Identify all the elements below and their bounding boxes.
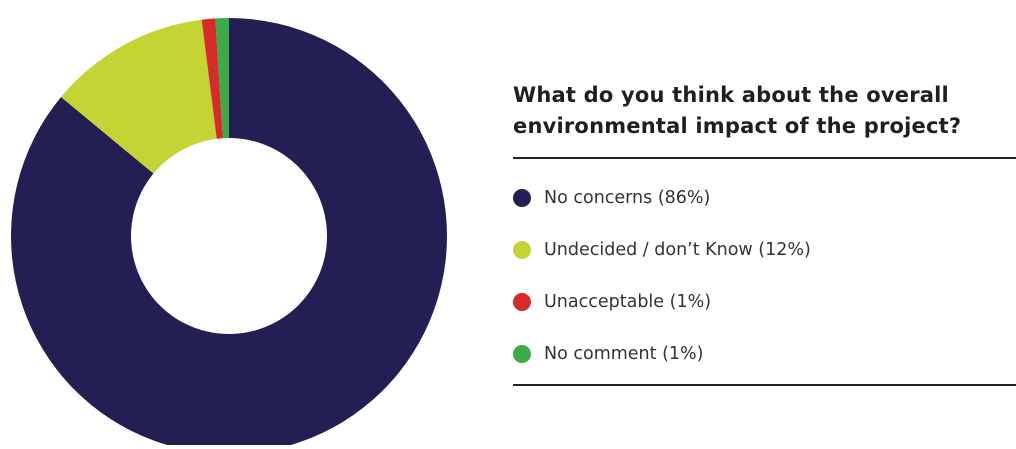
legend-swatch-no-concerns <box>513 189 531 207</box>
legend-item-no-concerns: No concerns (86%) <box>513 172 993 224</box>
legend-label: No concerns (86%) <box>544 188 711 208</box>
legend-label: Unacceptable (1%) <box>544 292 712 312</box>
legend-swatch-unacceptable <box>513 293 531 311</box>
legend-swatch-no-comment <box>513 345 531 363</box>
chart-title: What do you think about the overall envi… <box>513 83 962 138</box>
donut-slice-unacceptable <box>201 18 223 139</box>
donut-chart-svg <box>11 18 447 449</box>
legend-label: No comment (1%) <box>544 344 704 364</box>
donut-slice-no-comment <box>215 18 229 139</box>
legend-item-no-comment: No comment (1%) <box>513 328 993 380</box>
legend-label: Undecided / don’t Know (12%) <box>544 240 811 260</box>
legend-item-undecided: Undecided / don’t Know (12%) <box>513 224 993 276</box>
legend-item-unacceptable: Unacceptable (1%) <box>513 276 993 328</box>
title-divider <box>513 157 1016 159</box>
donut-slice-undecided <box>61 19 217 174</box>
legend-bottom-divider <box>513 384 1016 386</box>
legend-swatch-undecided <box>513 241 531 259</box>
donut-chart <box>0 0 470 449</box>
donut-slice-no-concerns <box>11 18 447 449</box>
legend: No concerns (86%) Undecided / don’t Know… <box>513 172 993 380</box>
